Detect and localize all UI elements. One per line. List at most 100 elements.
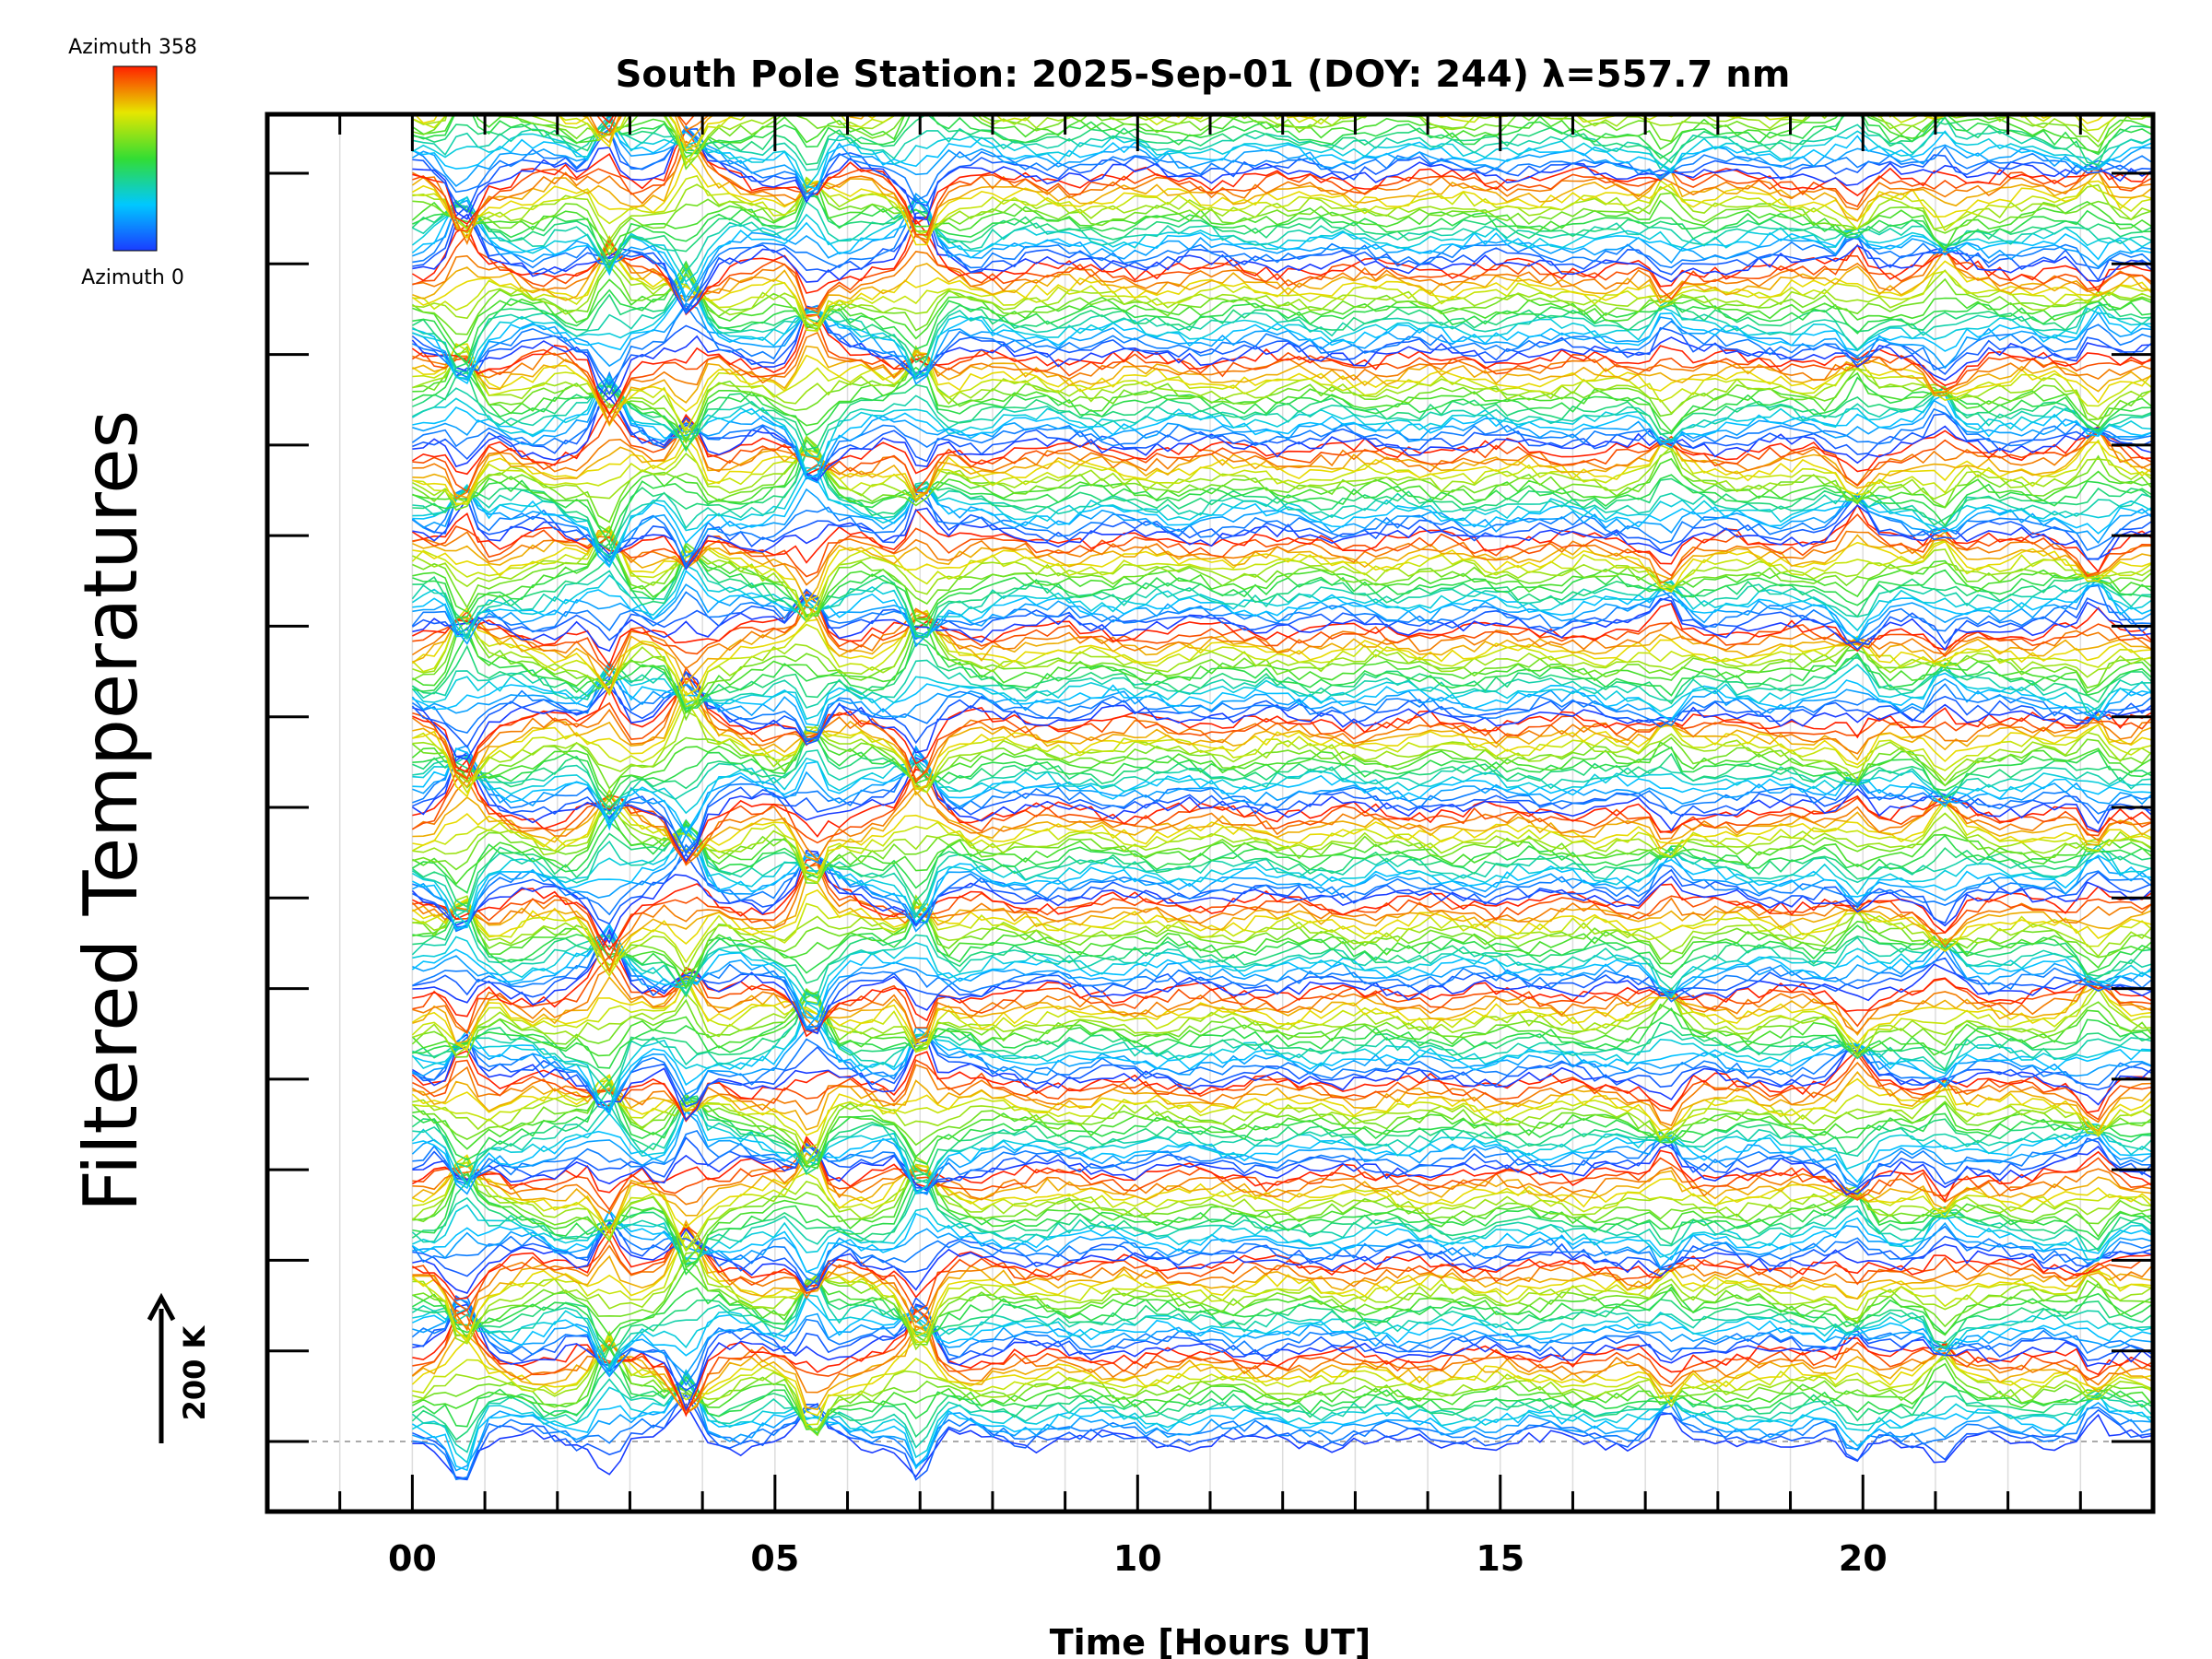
temperature-trace <box>412 1129 2153 1195</box>
temperature-trace <box>412 373 2153 484</box>
temperature-trace <box>412 197 2153 273</box>
temperature-trace <box>412 542 2153 627</box>
temperature-trace <box>411 564 2153 641</box>
x-tick-labels: 00 05 10 15 20 <box>388 1538 1888 1579</box>
temperature-trace <box>412 351 2153 441</box>
temperature-trace <box>412 176 2153 242</box>
colorbar-bottom-label: Azimuth 0 <box>81 266 184 289</box>
temperature-trace <box>412 877 2153 973</box>
temperature-trace <box>412 534 2153 616</box>
temperature-trace <box>412 824 2153 926</box>
temperature-trace <box>412 1099 2153 1186</box>
temperature-trace <box>411 1334 2153 1417</box>
temperature-trace <box>411 1209 2153 1286</box>
temperature-trace <box>412 1110 2153 1195</box>
temperature-trace <box>412 1135 2153 1203</box>
scale-bar-arrowhead <box>147 1292 176 1322</box>
temperature-trace <box>412 746 2153 855</box>
temperature-trace <box>411 313 2153 417</box>
x-axis-label: Time [Hours UT] <box>1050 1622 1371 1659</box>
temperature-trace <box>412 1136 2153 1195</box>
temperature-trace <box>412 174 2153 236</box>
temperature-trace <box>412 747 2153 853</box>
temperature-trace <box>412 1296 2153 1377</box>
colorbar: Azimuth 358 Azimuth 0 <box>68 36 197 289</box>
temperature-trace <box>412 476 2153 569</box>
temperature-trace <box>411 923 2153 1021</box>
temperature-trace <box>412 435 2153 507</box>
temperature-trace <box>412 1273 2153 1350</box>
temperature-trace <box>412 1208 2153 1277</box>
temperature-trace <box>412 1143 2153 1196</box>
temperature-trace <box>412 931 2153 1031</box>
temperature-trace <box>412 832 2153 933</box>
temperature-trace <box>412 271 2153 369</box>
temperature-trace <box>411 304 2153 396</box>
temperature-trace <box>412 594 2153 653</box>
temperature-trace <box>411 196 2153 300</box>
temperature-trace <box>412 1220 2153 1291</box>
temperature-traces <box>411 114 2153 1481</box>
temperature-trace <box>412 1308 2153 1418</box>
temperature-trace <box>412 570 2153 640</box>
temperature-trace <box>412 1371 2153 1472</box>
temperature-trace <box>411 588 2153 651</box>
temperature-trace <box>412 439 2153 505</box>
temperature-trace <box>412 497 2153 571</box>
scale-bar: 200 K <box>147 1292 212 1443</box>
temperature-trace <box>412 1303 2153 1411</box>
temperature-trace <box>412 205 2153 312</box>
temperature-trace <box>411 850 2153 945</box>
axis-ticks <box>267 114 2153 1512</box>
temperature-trace <box>412 189 2153 269</box>
temperature-trace <box>412 524 2153 623</box>
x-tick-label: 20 <box>1839 1538 1888 1579</box>
chart-title: South Pole Station: 2025-Sep-01 (DOY: 24… <box>616 53 1791 96</box>
temperature-trace <box>411 485 2153 570</box>
temperature-trace <box>412 156 2153 246</box>
temperature-trace <box>411 1280 2153 1368</box>
temperature-trace <box>411 653 2153 713</box>
temperature-trace <box>412 1336 2153 1437</box>
temperature-trace <box>412 435 2153 524</box>
temperature-trace <box>411 1321 2153 1415</box>
temperature-trace <box>412 821 2153 930</box>
temperature-trace <box>412 698 2153 794</box>
temperature-trace <box>412 1139 2153 1215</box>
temperature-trace <box>411 321 2153 416</box>
temperature-trace <box>412 797 2153 884</box>
temperature-trace <box>411 548 2153 640</box>
temperature-trace <box>412 1267 2153 1344</box>
temperature-trace <box>412 955 2153 1034</box>
temperature-trace <box>412 513 2153 578</box>
temperature-trace <box>412 991 2153 1083</box>
temperature-trace <box>412 1344 2153 1430</box>
temperature-trace <box>411 606 2153 697</box>
temperature-trace <box>412 618 2153 708</box>
temperature-trace <box>411 670 2153 781</box>
temperature-trace <box>412 756 2153 824</box>
temperature-trace <box>412 396 2153 482</box>
temperature-trace <box>411 305 2153 401</box>
temperature-trace <box>412 853 2153 928</box>
temperature-trace <box>412 894 2153 972</box>
temperature-trace <box>411 1378 2153 1472</box>
temperature-trace <box>412 302 2153 385</box>
temperature-trace <box>412 530 2153 586</box>
temperature-trace <box>411 778 2153 866</box>
temperature-trace <box>412 1331 2153 1426</box>
x-tick-label: 15 <box>1476 1538 1524 1579</box>
temperature-trace <box>412 439 2153 534</box>
temperature-trace <box>412 908 2153 990</box>
temperature-trace <box>412 1257 2153 1346</box>
temperature-trace <box>412 1071 2153 1132</box>
temperature-trace <box>411 1366 2153 1441</box>
temperature-trace <box>411 487 2153 568</box>
temperature-trace <box>412 747 2153 835</box>
temperature-trace <box>412 1403 2153 1480</box>
x-tick-label: 05 <box>750 1538 799 1579</box>
temperature-trace <box>412 923 2153 1030</box>
temperature-trace <box>412 990 2153 1069</box>
temperature-trace <box>412 764 2153 865</box>
temperature-trace <box>412 1277 2153 1351</box>
